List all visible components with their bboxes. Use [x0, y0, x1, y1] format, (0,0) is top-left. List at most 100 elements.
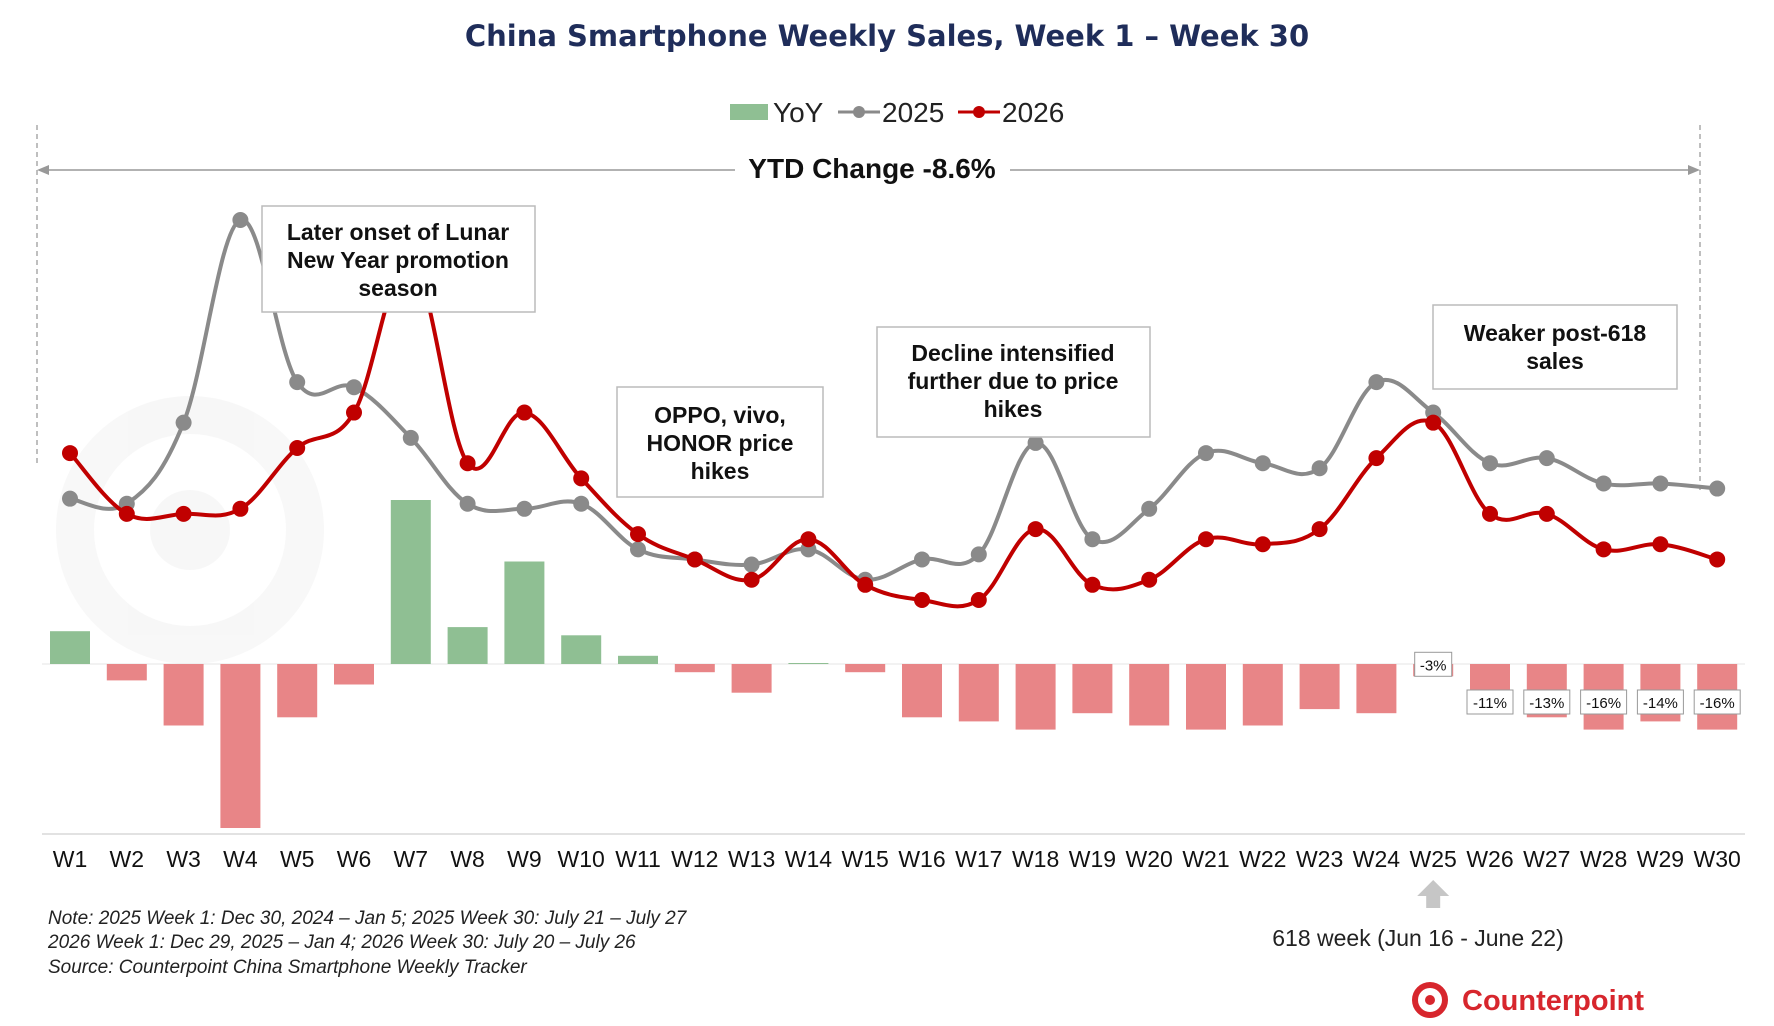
series-2025-point-w19 [1084, 531, 1101, 548]
x-tick-w18: W18 [1012, 846, 1059, 872]
series-2026-point-w23 [1311, 521, 1328, 538]
series-2026-point-w12 [686, 551, 703, 568]
yoy-label-w28: -16% [1580, 689, 1628, 715]
annotation-oppo: OPPO, vivo, HONOR price hikes [616, 386, 824, 498]
yoy-bar-w1 [50, 631, 90, 664]
annotation-oppo-line1: OPPO, vivo, [654, 402, 786, 428]
x-tick-w3: W3 [166, 846, 201, 872]
svg-text:-13%: -13% [1529, 695, 1564, 712]
series-2025-point-w4 [232, 212, 249, 228]
series-2025-point-w20 [1141, 500, 1158, 517]
annotation-lunar: Later onset of Lunar New Year promotion … [261, 205, 536, 313]
series-2026-point-w5 [289, 440, 306, 456]
yoy-bar-w11 [618, 655, 658, 664]
ytd-arrowhead-left [37, 165, 49, 175]
yoy-bar-w2 [106, 664, 147, 681]
annotation-lunar-line3: season [358, 275, 437, 301]
yoy-bar-w7 [390, 500, 431, 664]
chart-title: China Smartphone Weekly Sales, Week 1 – … [465, 19, 1309, 53]
x-tick-w19: W19 [1069, 846, 1116, 872]
series-2025-point-w23 [1311, 460, 1328, 477]
series-2026-point-w19 [1084, 576, 1101, 593]
x-tick-w27: W27 [1523, 846, 1570, 872]
x-tick-w5: W5 [280, 846, 315, 872]
yoy-bar-w16 [902, 664, 942, 718]
series-2026-point-w28 [1595, 541, 1612, 558]
series-2025-point-w11 [630, 541, 646, 558]
x-tick-w17: W17 [955, 846, 1002, 872]
ytd-arrowhead-right [1688, 165, 1700, 175]
annotation-decline-line3: hikes [984, 396, 1043, 422]
x-tick-w20: W20 [1126, 846, 1173, 872]
series-2026-point-w6 [346, 404, 362, 421]
x-tick-w14: W14 [785, 846, 833, 872]
series-2025-point-w10 [573, 495, 590, 512]
yoy-bar-w17 [958, 664, 999, 722]
week618-label: 618 week (Jun 16 - June 22) [1272, 925, 1564, 951]
x-tick-labels: W1 W2 W3 W4 W5 W6 W7 W8 W9 W10 W11 W12 W13 W14 W15 W16 W… [53, 846, 1741, 872]
yoy-bar-w18 [1015, 664, 1056, 730]
series-2025-point-w27 [1538, 450, 1555, 467]
x-tick-w10: W10 [558, 846, 605, 872]
series-2026-point-w24 [1368, 450, 1385, 467]
yoy-bar-w3 [163, 664, 204, 726]
annotation-weaker-line2: sales [1526, 348, 1584, 374]
x-tick-w21: W21 [1182, 846, 1229, 872]
series-2026-point-w29 [1652, 536, 1669, 553]
x-tick-w13: W13 [728, 846, 775, 872]
week618-marker: 618 week (Jun 16 - June 22) [1272, 880, 1564, 951]
yoy-bar-w4 [220, 664, 261, 828]
ytd-change-label: YTD Change -8.6% [748, 153, 995, 184]
x-tick-w25: W25 [1410, 846, 1457, 872]
legend-2026-marker [973, 106, 985, 118]
series-2026-point-w15 [857, 576, 874, 593]
annotation-lunar-line2: New Year promotion [287, 247, 509, 273]
x-tick-w23: W23 [1296, 846, 1343, 872]
yoy-label-w29: -14% [1636, 689, 1684, 715]
series-2026-point-w17 [970, 592, 987, 608]
x-tick-w29: W29 [1637, 846, 1684, 872]
series-2025-point-w17 [970, 546, 987, 563]
yoy-bar-w10 [561, 635, 602, 664]
yoy-label-w27: -13% [1523, 689, 1571, 715]
annotation-weaker-line1: Weaker post-618 [1464, 320, 1647, 346]
x-tick-w22: W22 [1239, 846, 1286, 872]
brand-logo-icon [1412, 982, 1448, 1018]
legend: YoY 2025 2026 [730, 97, 1064, 128]
legend-yoy-label: YoY [773, 97, 824, 128]
series-2025-point-w16 [914, 551, 930, 568]
x-tick-w1: W1 [53, 846, 88, 872]
series-2026-point-w2 [118, 505, 135, 522]
yoy-bar-w5 [277, 664, 318, 718]
yoy-label-w25: -3% [1414, 651, 1453, 677]
watermark-logo [56, 396, 324, 664]
note-line-2: 2026 Week 1: Dec 29, 2025 – Jan 4; 2026 … [47, 932, 636, 953]
series-2025-point-w6 [346, 379, 362, 396]
note-line-1: Note: 2025 Week 1: Dec 30, 2024 – Jan 5;… [48, 908, 688, 929]
series-2025-point-w29 [1652, 475, 1669, 492]
note-line-3: Source: Counterpoint China Smartphone We… [48, 957, 527, 978]
yoy-bar-w6 [334, 664, 374, 685]
annotation-lunar-line1: Later onset of Lunar [287, 219, 509, 245]
x-tick-w4: W4 [223, 846, 258, 872]
ytd-span: YTD Change -8.6% [36, 125, 1701, 490]
svg-text:-11%: -11% [1473, 695, 1507, 712]
x-tick-w7: W7 [394, 846, 429, 872]
yoy-label-w26: -11% [1466, 689, 1514, 715]
annotation-decline-line1: Decline intensified [911, 340, 1114, 366]
x-tick-w2: W2 [110, 846, 145, 872]
series-2026-point-w1 [62, 445, 78, 462]
brand-name: Counterpoint [1462, 985, 1644, 1017]
series-2026-point-w22 [1254, 536, 1271, 553]
series-2026-point-w13 [743, 571, 760, 588]
series-2025-point-w18 [1027, 434, 1044, 451]
x-tick-w16: W16 [898, 846, 945, 872]
series-2025-point-w9 [516, 500, 533, 517]
series-2025-point-w5 [289, 374, 306, 391]
yoy-bar-w9 [504, 561, 545, 664]
series-2025-point-w7 [402, 429, 419, 446]
series-2026-point-w20 [1141, 571, 1158, 588]
annotation-oppo-line2: HONOR price [647, 430, 794, 456]
svg-text:-16%: -16% [1586, 695, 1621, 712]
